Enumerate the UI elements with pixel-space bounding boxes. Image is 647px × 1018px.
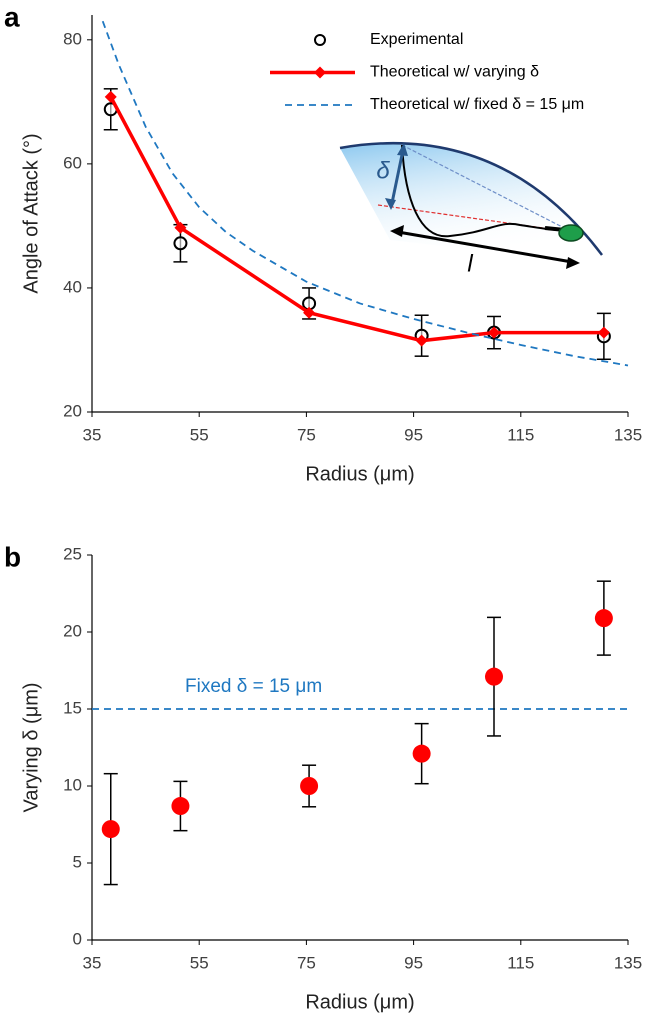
x-axis-label: Radius (μm) bbox=[305, 991, 414, 1013]
reference-label: Fixed δ = 15 μm bbox=[185, 676, 322, 697]
y-tick-label: 60 bbox=[63, 153, 82, 172]
point bbox=[488, 326, 500, 339]
legend-label: Theoretical w/ varying δ bbox=[370, 64, 539, 81]
line bbox=[109, 96, 604, 343]
y-axis-label: Angle of Attack (°) bbox=[20, 133, 42, 293]
y-tick-label: 20 bbox=[63, 401, 82, 420]
y-tick-label: 5 bbox=[73, 852, 82, 871]
y-tick-label: 10 bbox=[63, 775, 82, 794]
point bbox=[303, 306, 316, 319]
x-tick-label: 95 bbox=[404, 425, 423, 444]
x-tick-label: 75 bbox=[297, 425, 316, 444]
x-tick-label: 55 bbox=[190, 953, 209, 972]
x-tick-label: 115 bbox=[507, 953, 534, 972]
x-tick-label: 135 bbox=[614, 425, 642, 444]
legend-label: Theoretical w/ fixed δ = 15 μm bbox=[370, 96, 584, 113]
annotation: l bbox=[467, 250, 473, 277]
point bbox=[101, 820, 120, 839]
y-tick-label: 40 bbox=[63, 277, 82, 296]
panel-label: b bbox=[4, 541, 21, 572]
y-tick-label: 25 bbox=[63, 544, 82, 563]
point bbox=[300, 777, 319, 795]
point bbox=[173, 236, 188, 251]
point bbox=[594, 609, 613, 628]
legend-label: Experimental bbox=[370, 31, 463, 48]
point bbox=[174, 221, 187, 234]
legend-marker bbox=[314, 34, 326, 46]
inset-diagram bbox=[339, 141, 603, 269]
point bbox=[104, 90, 117, 103]
x-tick-label: 35 bbox=[83, 425, 102, 444]
point bbox=[485, 667, 503, 686]
point bbox=[415, 334, 428, 347]
x-axis-label: Radius (μm) bbox=[305, 463, 414, 485]
x-tick-label: 95 bbox=[404, 953, 423, 972]
x-tick-label: 115 bbox=[507, 425, 534, 444]
point bbox=[171, 797, 190, 816]
y-tick-label: 15 bbox=[63, 698, 82, 717]
y-tick-label: 0 bbox=[73, 929, 82, 948]
y-axis-label: Varying δ (μm) bbox=[20, 682, 42, 812]
y-tick-label: 20 bbox=[63, 621, 82, 640]
x-tick-label: 135 bbox=[614, 953, 642, 972]
panel-label: a bbox=[4, 1, 20, 32]
legend-marker bbox=[314, 66, 326, 79]
x-tick-label: 55 bbox=[190, 425, 209, 444]
point bbox=[597, 326, 610, 339]
y-tick-label: 80 bbox=[63, 29, 82, 48]
annotation: δ bbox=[376, 157, 390, 184]
x-tick-label: 75 bbox=[297, 953, 316, 972]
point bbox=[412, 744, 431, 763]
x-tick-label: 35 bbox=[83, 953, 102, 972]
